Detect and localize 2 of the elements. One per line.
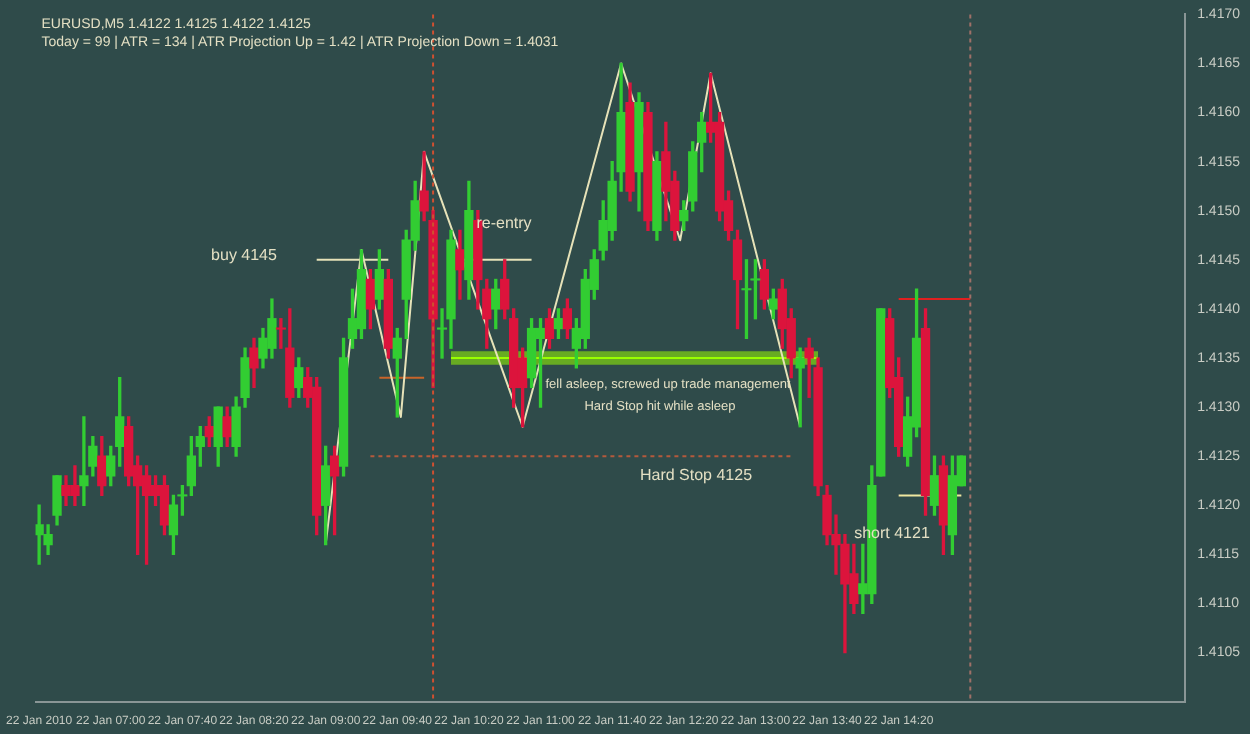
annotation: Hard Stop 4125: [639, 466, 753, 484]
annotation: buy 4145: [211, 246, 277, 264]
